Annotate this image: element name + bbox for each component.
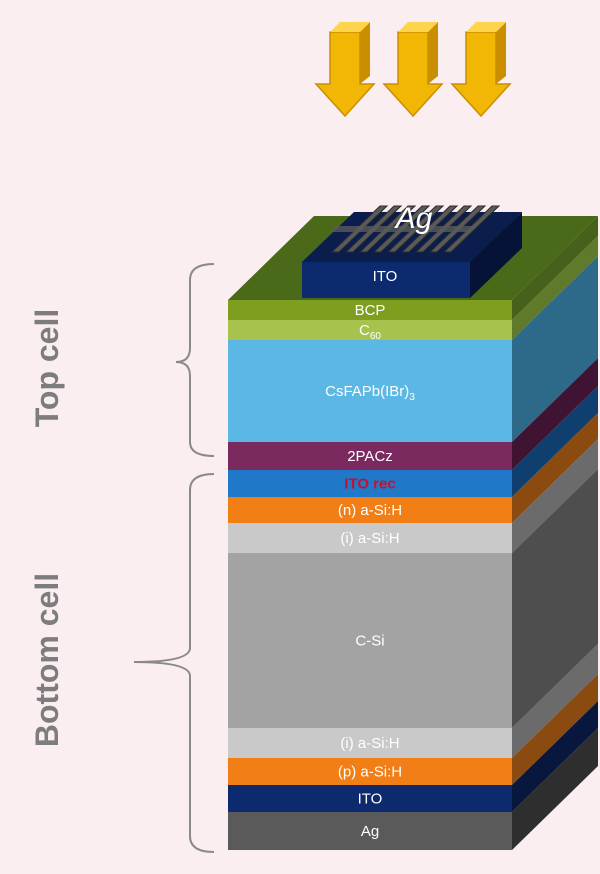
layer-label-bcp: BCP <box>355 302 386 319</box>
ag-busbar <box>330 226 476 232</box>
layer-label-sam: 2PACz <box>347 448 393 465</box>
ag-grid-label: Ag <box>394 202 433 235</box>
layer-label-subscript: 3 <box>409 392 415 403</box>
layer-side-i_asi_top <box>512 439 598 553</box>
layer-side-p_asi <box>512 674 598 785</box>
layer-label-n_asi: (n) a-Si:H <box>338 502 402 519</box>
layer-front-ag_bot <box>228 812 512 850</box>
layer-ito_bot: ITO <box>228 701 598 812</box>
light-arrow <box>314 22 376 118</box>
layer-i_asi_top: (i) a-Si:H <box>228 439 598 553</box>
layer-front-i_asi_top <box>228 523 512 553</box>
layer-side-bcp <box>512 216 598 320</box>
layer-front-csi <box>228 553 512 728</box>
layer-side-c60 <box>512 236 598 340</box>
ag-grid <box>330 205 501 253</box>
layer-label-p_asi: (p) a-Si:H <box>338 764 402 781</box>
layer-side-perovskite <box>512 256 598 442</box>
layer-ito_rec: ITO rec <box>228 386 598 497</box>
layer-front-ito_bot <box>228 785 512 812</box>
bottom-cell-brace <box>133 473 215 853</box>
layer-label-csi: C-Si <box>355 633 384 650</box>
layer-front-ito_rec <box>228 470 512 497</box>
layer-csi: C-Si <box>228 469 598 728</box>
top-cell-label: Top cell <box>29 309 65 428</box>
layer-front-i_asi_bot <box>228 728 512 758</box>
layer-label-ito_rec: ITO rec <box>344 476 395 493</box>
layer-label-subscript: 60 <box>370 331 382 342</box>
layer-side-csi <box>512 469 598 728</box>
bottom-cell-label: Bottom cell <box>29 573 65 747</box>
layer-bcp: BCP <box>228 216 598 320</box>
layer-label-perovskite: CsFAPb(IBr)3 <box>325 383 415 403</box>
top-contact: ITO Ag <box>302 202 522 298</box>
layer-front-bcp <box>228 300 512 320</box>
layer-front-perovskite <box>228 340 512 442</box>
layer-label-ito_bot: ITO <box>358 791 383 808</box>
layer-sam: 2PACz <box>228 358 598 470</box>
layer-c60: C60 <box>228 236 598 342</box>
ito-pad-label: ITO <box>373 268 398 285</box>
layer-label-i_asi_top: (i) a-Si:H <box>340 530 399 547</box>
layer-front-sam <box>228 442 512 470</box>
layer-front-c60 <box>228 320 512 340</box>
layer-label-ag_bot: Ag <box>361 823 379 840</box>
top-cell-brace <box>175 263 215 457</box>
layer-perovskite: CsFAPb(IBr)3 <box>228 256 598 442</box>
light-arrow <box>450 22 512 118</box>
layer-side-ito_bot <box>512 701 598 812</box>
layer-p_asi: (p) a-Si:H <box>228 674 598 785</box>
layer-ag_bot: Ag <box>228 728 598 850</box>
light-arrow <box>382 22 444 118</box>
ito-pad-front <box>302 262 470 298</box>
layer-label-i_asi_bot: (i) a-Si:H <box>340 735 399 752</box>
layer-side-i_asi_bot <box>512 644 598 758</box>
layer-side-sam <box>512 358 598 470</box>
ito-pad-side <box>470 212 522 298</box>
layer-side-ito_rec <box>512 386 598 497</box>
layer-side-n_asi <box>512 413 598 523</box>
layer-front-n_asi <box>228 497 512 523</box>
layer-i_asi_bot: (i) a-Si:H <box>228 644 598 758</box>
layer-front-p_asi <box>228 758 512 785</box>
ito-pad-top <box>302 212 522 262</box>
light-arrows <box>314 22 512 118</box>
layer-n_asi: (n) a-Si:H <box>228 413 598 523</box>
layer-side-ag_bot <box>512 728 598 850</box>
